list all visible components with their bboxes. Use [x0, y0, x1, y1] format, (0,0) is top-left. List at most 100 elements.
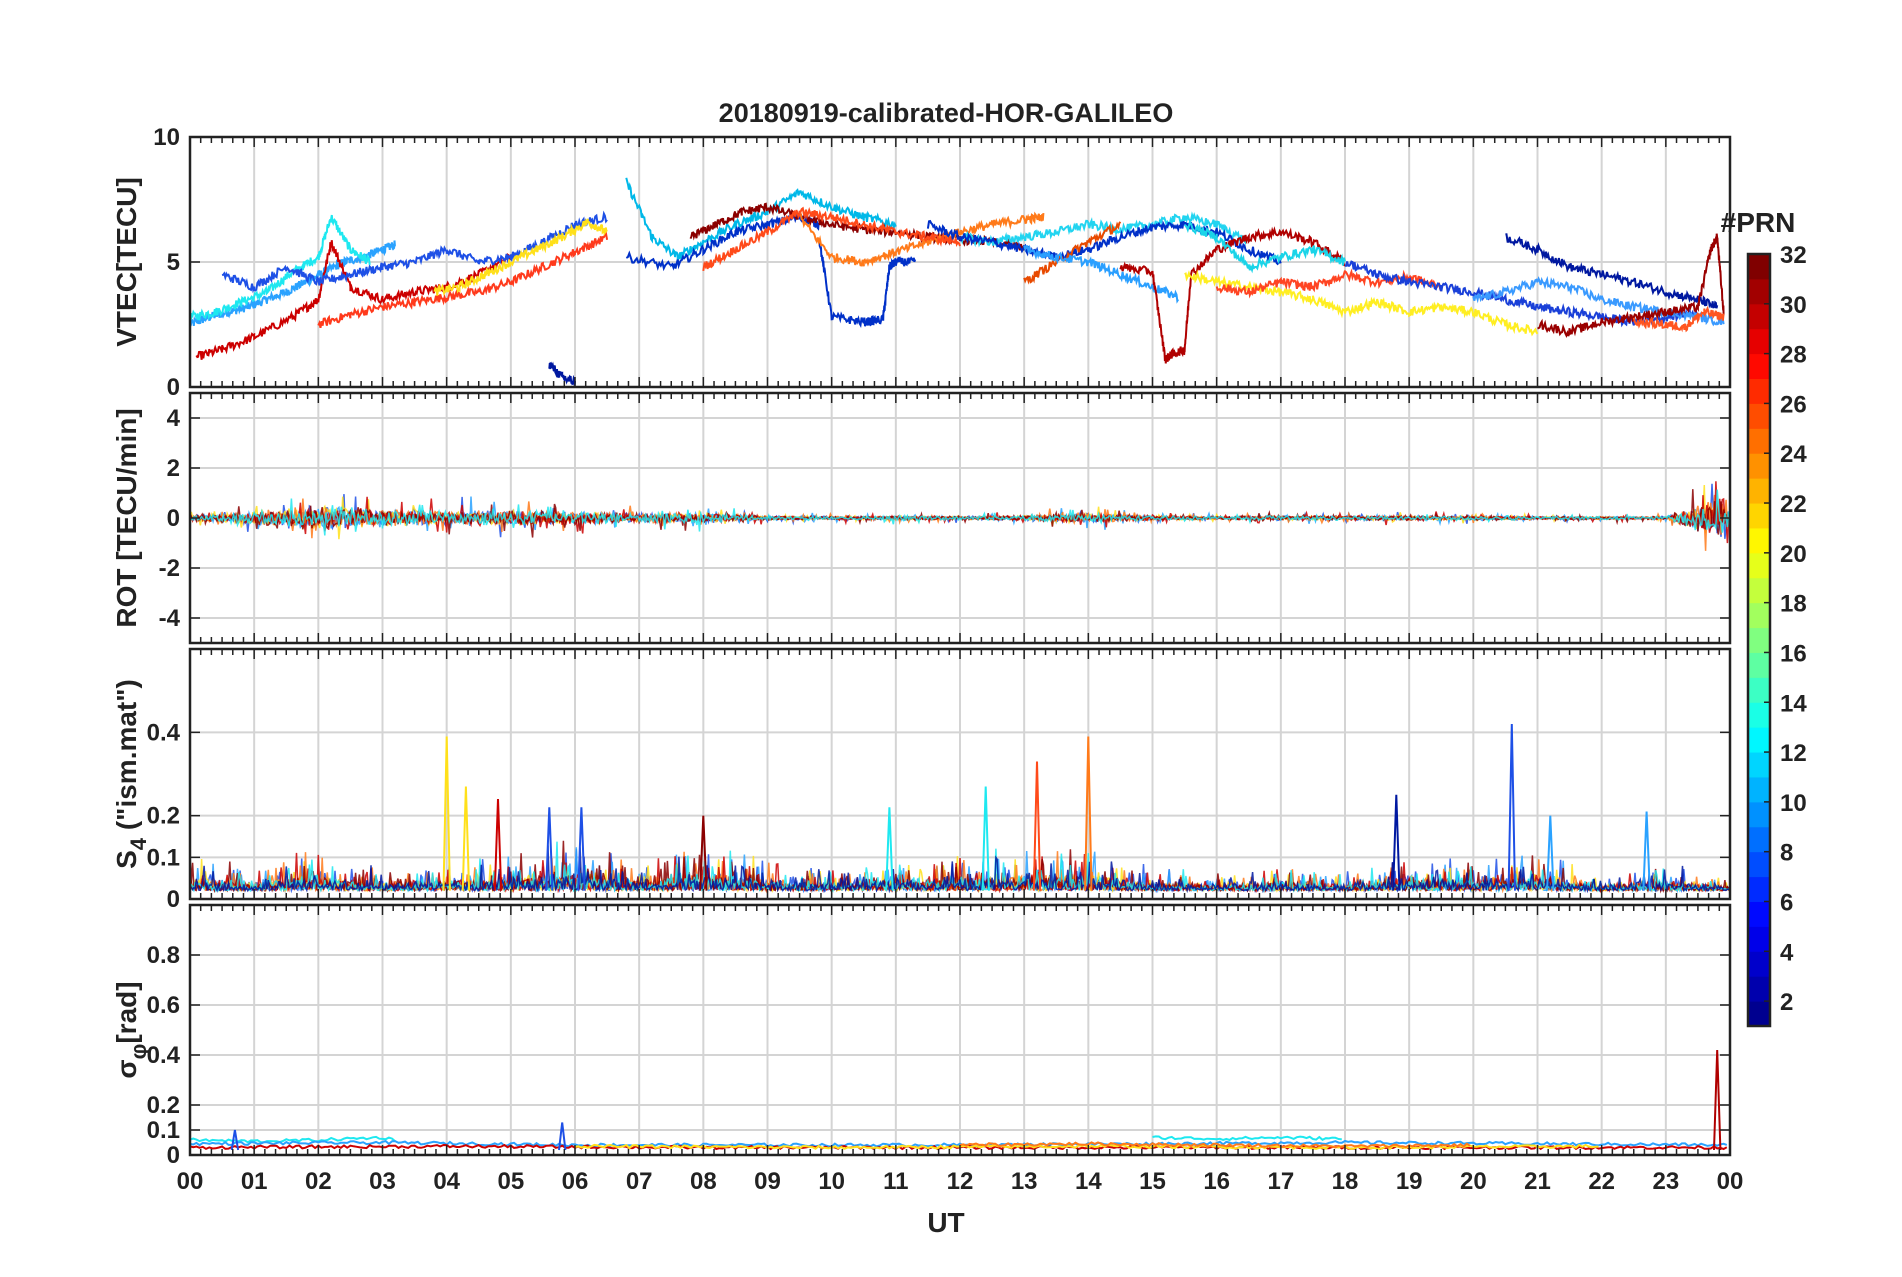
spike-14	[1642, 811, 1651, 891]
colorbar-segment	[1748, 527, 1770, 554]
noise-series-7	[190, 489, 1730, 536]
series-15	[1023, 221, 1122, 285]
panel-4: 00.10.2 0.4 0.6 0.8 σφ[rad]	[111, 903, 1732, 1169]
panel-2: -4 -2 0 2 4 ROT [TECU/min]	[111, 391, 1732, 645]
plot-area	[190, 1049, 1728, 1151]
series-8	[625, 211, 820, 272]
y-tick-label: 0	[167, 374, 180, 401]
y-tick-label: 0.2	[147, 1092, 180, 1119]
colorbar-tick-label: 4	[1780, 939, 1794, 966]
x-tick-label: 05	[497, 1168, 524, 1195]
baseline-series-6	[959, 1141, 1471, 1149]
y-tick-label: 0	[167, 505, 180, 532]
x-tick-label: 15	[1139, 1168, 1166, 1195]
x-tick-label: 07	[626, 1168, 653, 1195]
series-9	[817, 239, 917, 328]
series-11	[798, 211, 1045, 267]
colorbar-segment	[1748, 278, 1770, 305]
colorbar-segment	[1748, 627, 1770, 653]
spike-5	[577, 807, 586, 891]
colorbar-tick-label: 16	[1780, 640, 1807, 667]
colorbar-segment	[1748, 328, 1770, 355]
y-axis-label: VTEC[TECU]	[111, 177, 142, 347]
y-tick-label: 0.2	[147, 803, 180, 830]
colorbar-tick-label: 18	[1780, 591, 1807, 618]
x-tick-label: 21	[1524, 1168, 1551, 1195]
y-tick-label: -4	[159, 605, 181, 632]
colorbar-segment	[1748, 702, 1770, 728]
y-tick-label: 4	[167, 405, 181, 432]
y-axis-label-main: S	[111, 850, 142, 869]
colorbar-segment	[1748, 652, 1770, 678]
colorbar-tick-label: 30	[1780, 292, 1807, 319]
colorbar-segment	[1748, 901, 1770, 927]
x-tick-label: 16	[1203, 1168, 1230, 1195]
colorbar-tick-label: 24	[1780, 441, 1807, 468]
colorbar-tick-label: 22	[1780, 491, 1807, 518]
x-tick-label: 20	[1460, 1168, 1487, 1195]
colorbar-segment	[1748, 478, 1770, 504]
colorbar-frame	[1746, 252, 1772, 1028]
spike-3	[230, 1129, 240, 1151]
x-tick-label: 11	[883, 1168, 908, 1195]
series-7	[625, 177, 897, 262]
spike-10	[1084, 736, 1093, 891]
colorbar-tick-label: 2	[1780, 989, 1793, 1016]
spike-12	[1507, 723, 1516, 891]
colorbar-segment	[1748, 503, 1770, 529]
y-tick-label: 10	[153, 124, 180, 151]
series-18	[1184, 269, 1539, 337]
colorbar-segment	[1748, 851, 1770, 878]
colorbar-segment	[1748, 552, 1770, 579]
baseline-series-1	[190, 1135, 396, 1144]
spike-8	[981, 786, 990, 891]
x-tick-label: 18	[1332, 1168, 1359, 1195]
series-10	[689, 202, 1026, 254]
y-tick-label: 0.1	[147, 1117, 180, 1144]
y-tick-label: 0.8	[147, 942, 180, 969]
noise-series-8	[190, 845, 1730, 894]
spike-1	[1713, 1049, 1722, 1151]
colorbar-segment	[1748, 727, 1770, 753]
colorbar-segment	[1748, 303, 1770, 330]
colorbar-tick-label: 12	[1780, 740, 1807, 767]
spike-6	[699, 815, 708, 891]
y-axis-label: S4 ("ism.mat")	[111, 679, 151, 869]
x-tick-label: 03	[369, 1168, 396, 1195]
x-tick-label: 06	[562, 1168, 589, 1195]
colorbar-segment	[1748, 677, 1770, 703]
colorbar-segment	[1748, 776, 1770, 803]
chart-title: 20180919-calibrated-HOR-GALILEO	[719, 98, 1174, 128]
colorbar-tick-label: 28	[1780, 342, 1807, 369]
x-tick-label: 04	[433, 1168, 460, 1195]
spike-2	[461, 786, 471, 891]
y-tick-label: 0	[167, 886, 180, 913]
y-axis-label-sub: 4	[126, 837, 151, 850]
series-4	[317, 231, 609, 329]
y-axis-label: ROT [TECU/min]	[111, 408, 142, 627]
series-14	[926, 219, 1282, 266]
x-tick-label: 08	[690, 1168, 717, 1195]
colorbar-tick-label: 14	[1780, 690, 1807, 717]
x-tick-label: 02	[305, 1168, 332, 1195]
colorbar-segment	[1748, 926, 1770, 952]
x-tick-label: 23	[1652, 1168, 1679, 1195]
colorbar-segment	[1748, 378, 1770, 404]
x-tick-label: 10	[818, 1168, 845, 1195]
panel-3: 00.10.20.4S4 ("ism.mat")	[111, 647, 1732, 913]
x-tick-label: 00	[177, 1168, 204, 1195]
colorbar-tick-label: 26	[1780, 391, 1807, 418]
y-tick-label: 0.4	[147, 719, 181, 746]
y-tick-label: -2	[159, 555, 180, 582]
series-23	[1472, 275, 1725, 327]
baseline-series-3	[1152, 1135, 1342, 1142]
spike-4	[545, 807, 554, 891]
spike-3	[493, 798, 503, 891]
y-axis-label-rest: ("ism.mat")	[111, 679, 142, 838]
x-tick-label: 17	[1267, 1168, 1294, 1195]
y-tick-label: 0.6	[147, 992, 180, 1019]
colorbar-segment	[1748, 403, 1770, 429]
series-22	[1505, 233, 1719, 309]
